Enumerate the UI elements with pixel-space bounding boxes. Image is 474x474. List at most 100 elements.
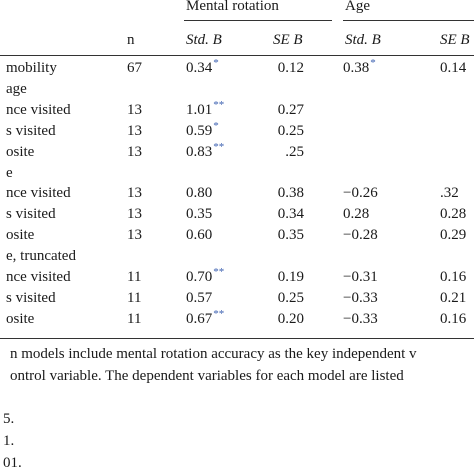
cell-n: 13 (127, 102, 142, 118)
cell-se-b-mental-rotation: 0.38 (277, 185, 304, 201)
cell-std-b-age: −0.31 (343, 269, 379, 286)
row-label: nce visited (6, 102, 71, 118)
significance-marker: ** (213, 141, 225, 153)
cell-n: 13 (127, 227, 142, 243)
row-label: s visited (6, 290, 56, 306)
cell-std-b-age: 0.38* (343, 57, 376, 77)
cell-std-b-mental-rotation: 0.70** (186, 266, 225, 286)
significance-marker: ** (213, 308, 225, 320)
cell-std-b-age-value: −0.33 (343, 290, 378, 306)
col-header-n: n (127, 32, 135, 48)
cell-se-b-mental-rotation: 0.25 (277, 123, 304, 139)
header-rule (0, 55, 474, 56)
cell-std-b-mental-rotation: 0.83** (186, 141, 225, 161)
cell-se-b-mental-rotation: 0.19 (277, 269, 304, 285)
cell-std-b-age: −0.33 (343, 311, 379, 328)
cell-std-b-mental-rotation: 0.59* (186, 120, 219, 140)
significance-note-1: 5. (3, 411, 15, 427)
cell-se-b-mental-rotation: .25 (285, 144, 304, 160)
cell-std-b-age-value: −0.28 (343, 227, 378, 243)
row-label: mobility (6, 60, 57, 76)
cell-n: 13 (127, 123, 142, 139)
cell-n: 11 (127, 290, 142, 306)
cell-se-b-age: .32 (440, 185, 459, 201)
cell-std-b-age-value: 0.28 (343, 206, 370, 222)
cell-std-b-age (343, 81, 344, 98)
cell-std-b-age: −0.26 (343, 185, 379, 202)
col-header-std-b-2: Std. B (345, 32, 381, 48)
cell-std-b-age-value: −0.31 (343, 269, 378, 285)
col-header-se-b-2: SE B (440, 32, 470, 48)
cell-se-b-mental-rotation: 0.35 (277, 227, 304, 243)
significance-marker: ** (213, 266, 225, 278)
cell-std-b-age (343, 144, 344, 161)
cell-se-b-age: 0.29 (440, 227, 467, 243)
cell-std-b-mental-rotation: 0.60 (186, 227, 213, 244)
cell-se-b-mental-rotation: 0.34 (277, 206, 304, 222)
row-label: nce visited (6, 185, 71, 201)
significance-note-3: 01. (3, 455, 22, 471)
row-label: e (6, 165, 13, 181)
cell-std-b-mental-rotation: 0.57 (186, 290, 213, 307)
cell-std-b-mental-rotation-value: 0.70 (186, 269, 213, 285)
group-header-mental-rotation: Mental rotation (186, 0, 279, 14)
cell-std-b-mental-rotation: 0.34* (186, 57, 219, 77)
cell-std-b-mental-rotation-value: 0.57 (186, 290, 213, 306)
cell-std-b-mental-rotation-value: 0.67 (186, 311, 213, 327)
cell-std-b-age (343, 165, 344, 182)
row-label: s visited (6, 123, 56, 139)
col-header-std-b-1: Std. B (186, 32, 222, 48)
table-note-line-2: ontrol variable. The dependent variables… (10, 368, 404, 384)
group-rule-age (343, 20, 474, 21)
cell-std-b-mental-rotation-value: 0.60 (186, 227, 213, 243)
cell-std-b-age-value: −0.26 (343, 185, 378, 201)
group-rule-mental-rotation (184, 20, 332, 21)
row-label: nce visited (6, 269, 71, 285)
cell-std-b-age: −0.28 (343, 227, 379, 244)
cell-std-b-mental-rotation: 0.35 (186, 206, 213, 223)
cell-std-b-age-value: −0.33 (343, 311, 378, 327)
cell-se-b-mental-rotation: 0.27 (277, 102, 304, 118)
cell-n: 13 (127, 185, 142, 201)
cell-std-b-age (343, 248, 344, 265)
cell-std-b-mental-rotation-value: 0.80 (186, 185, 213, 201)
cell-se-b-age: 0.28 (440, 206, 467, 222)
cell-std-b-mental-rotation: 1.01** (186, 99, 224, 119)
cell-std-b-mental-rotation: 0.80 (186, 185, 213, 202)
significance-marker: * (370, 57, 376, 69)
cell-std-b-mental-rotation-value: 0.59 (186, 123, 213, 139)
cell-std-b-mental-rotation (186, 165, 187, 182)
cell-n: 13 (127, 144, 142, 160)
cell-std-b-mental-rotation-value: 0.35 (186, 206, 213, 222)
cell-std-b-age: 0.28 (343, 206, 370, 223)
cell-std-b-age (343, 123, 344, 140)
cell-n: 11 (127, 269, 142, 285)
cell-se-b-age: 0.21 (440, 290, 467, 306)
cell-std-b-mental-rotation (186, 248, 187, 265)
row-label: osite (6, 144, 35, 160)
cell-std-b-mental-rotation-value: 0.83 (186, 144, 213, 160)
cell-n: 67 (127, 60, 142, 76)
cell-std-b-mental-rotation (186, 81, 187, 98)
cell-se-b-mental-rotation: 0.20 (277, 311, 304, 327)
cell-n: 13 (127, 206, 142, 222)
cell-se-b-age: 0.14 (440, 60, 467, 76)
row-label: osite (6, 311, 35, 327)
row-label: age (6, 81, 27, 97)
cell-n: 11 (127, 311, 142, 327)
table-note-line-1: n models include mental rotation accurac… (10, 346, 417, 362)
cell-std-b-age (343, 102, 344, 119)
significance-marker: * (213, 57, 219, 69)
significance-note-2: 1. (3, 433, 15, 449)
cell-std-b-age: −0.33 (343, 290, 379, 307)
cell-std-b-mental-rotation-value: 1.01 (186, 102, 213, 118)
cell-se-b-mental-rotation: 0.12 (277, 60, 304, 76)
cell-se-b-mental-rotation: 0.25 (277, 290, 304, 306)
cell-std-b-mental-rotation-value: 0.34 (186, 60, 213, 76)
row-label: s visited (6, 206, 56, 222)
cell-std-b-mental-rotation: 0.67** (186, 308, 225, 328)
cell-se-b-age: 0.16 (440, 311, 467, 327)
col-header-se-b-1: SE B (273, 32, 303, 48)
cell-std-b-age-value: 0.38 (343, 60, 370, 76)
cell-se-b-age: 0.16 (440, 269, 467, 285)
